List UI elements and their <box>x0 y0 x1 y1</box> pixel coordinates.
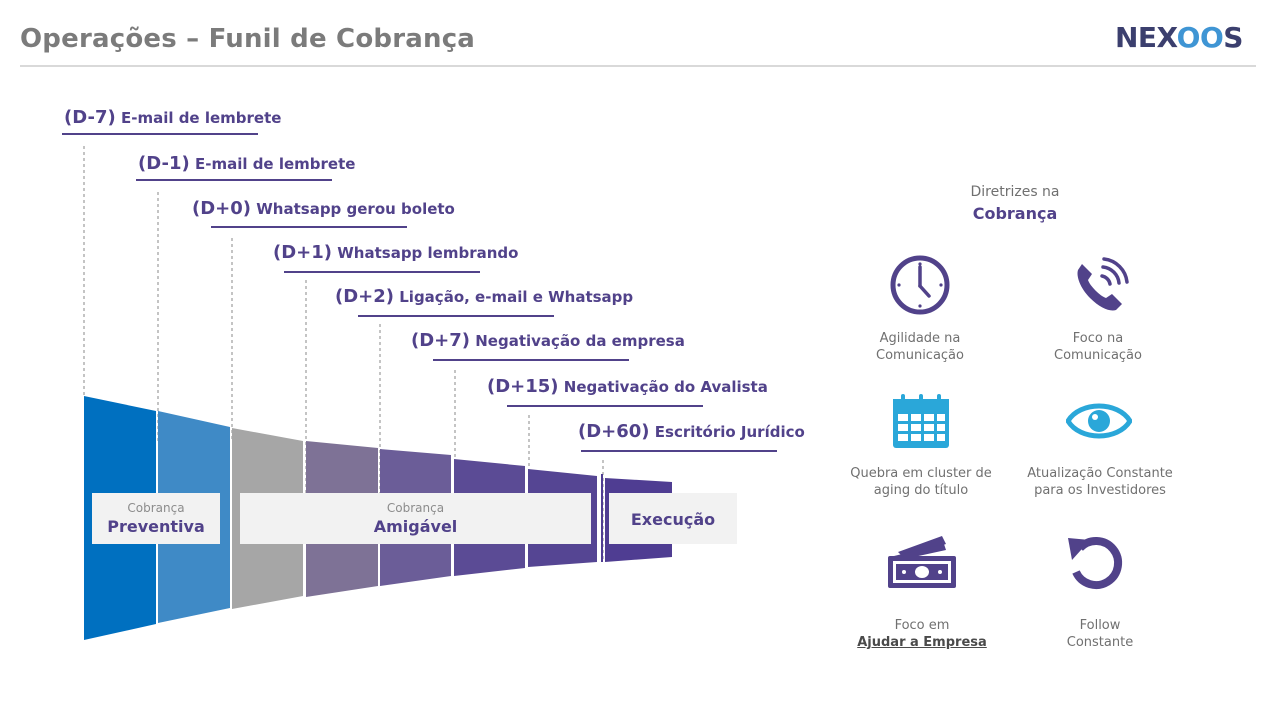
step-rule <box>62 133 258 135</box>
logo-part-a: NEX <box>1115 21 1177 54</box>
step-code: (D+0) <box>192 198 252 219</box>
label-line1: Atualização Constante <box>1027 466 1173 481</box>
logo-part-c: S <box>1223 21 1243 54</box>
funnel-step-8: (D+60) Escritório Jurídico <box>578 421 805 452</box>
nexoos-logo: NEXOOS <box>1115 21 1243 54</box>
phase-big-label: Amigável <box>373 517 458 536</box>
step-label: Whatsapp gerou boleto <box>256 200 455 218</box>
step-rule <box>507 405 703 407</box>
step-code: (D+15) <box>487 376 559 397</box>
funnel-step-2: (D-1) E-mail de lembrete <box>136 153 356 181</box>
label-line2: aging do título <box>873 483 969 498</box>
label-line2: Comunicação <box>876 348 964 363</box>
label-line2: Ajudar a Empresa <box>857 635 987 650</box>
refresh-icon <box>1068 537 1123 589</box>
funnel-step-1: (D-7) E-mail de lembrete <box>62 107 282 135</box>
step-label: Ligação, e-mail e Whatsapp <box>399 288 634 306</box>
phase-amigavel: Cobrança Amigável <box>240 493 591 544</box>
funnel-step-7: (D+15) Negativação do Avalista <box>487 376 768 407</box>
phase-preventiva: Cobrança Preventiva <box>92 493 220 544</box>
diretriz-label-atualizacao: Atualização Constante para os Investidor… <box>1020 465 1180 499</box>
step-label: Negativação da empresa <box>475 332 685 350</box>
funnel-step-6: (D+7) Negativação da empresa <box>411 330 685 361</box>
diretriz-label-agilidade: Agilidade na Comunicação <box>850 330 990 364</box>
phase-execucao: Execução <box>609 493 737 544</box>
step-code: (D+2) <box>335 286 395 307</box>
label-line1: Foco em <box>894 618 950 633</box>
step-rule <box>284 271 480 273</box>
calendar-icon <box>893 394 949 448</box>
step-code: (D+1) <box>273 242 333 263</box>
diretrizes-title: Diretrizes na Cobrança <box>930 184 1100 223</box>
diretriz-label-foco-comunicacao: Foco na Comunicação <box>1028 330 1168 364</box>
step-rule <box>358 315 554 317</box>
money-icon <box>888 536 956 588</box>
label-line2: Constante <box>1066 635 1134 650</box>
title-divider <box>20 65 1256 67</box>
logo-part-b: OO <box>1176 21 1224 54</box>
funnel-segment-8 <box>601 474 603 562</box>
step-rule <box>581 450 777 452</box>
step-label: E-mail de lembrete <box>194 155 356 173</box>
phone-icon <box>1077 257 1129 311</box>
funnel-step-4: (D+1) Whatsapp lembrando <box>273 242 519 273</box>
phase-small-label: Cobrança <box>127 501 185 515</box>
step-label: Negativação do Avalista <box>563 378 768 396</box>
label-line2: para os Investidores <box>1034 483 1166 498</box>
step-label: E-mail de lembrete <box>120 109 282 127</box>
step-rule <box>136 179 332 181</box>
label-line1: Agilidade na <box>879 331 961 346</box>
diretriz-label-quebra-cluster: Quebra em cluster de aging do título <box>845 465 997 499</box>
step-code: (D-1) <box>138 153 190 174</box>
funnel-step-3: (D+0) Whatsapp gerou boleto <box>192 198 455 228</box>
phase-big-label: Preventiva <box>107 517 205 536</box>
label-line1: Foco na <box>1072 331 1124 346</box>
label-line2: Comunicação <box>1054 348 1142 363</box>
diretriz-label-ajudar-empresa: Foco em Ajudar a Empresa <box>852 617 992 651</box>
funnel-step-5: (D+2) Ligação, e-mail e Whatsapp <box>335 286 634 317</box>
page-title: Operações – Funil de Cobrança <box>20 24 476 54</box>
diretrizes-title-line2: Cobrança <box>972 204 1058 223</box>
diretriz-label-follow: Follow Constante <box>1030 617 1170 651</box>
step-code: (D-7) <box>64 107 116 128</box>
phase-big-label: Execução <box>630 510 716 529</box>
diretrizes-title-line1: Diretrizes na <box>970 184 1060 200</box>
phase-small-label: Cobrança <box>386 501 445 515</box>
clock-icon <box>890 255 950 315</box>
eye-icon <box>1066 403 1132 439</box>
step-rule <box>211 226 407 228</box>
step-label: Escritório Jurídico <box>654 423 805 441</box>
step-code: (D+60) <box>578 421 650 442</box>
step-label: Whatsapp lembrando <box>337 244 519 262</box>
step-rule <box>433 359 629 361</box>
label-line1: Follow <box>1079 618 1121 633</box>
step-code: (D+7) <box>411 330 471 351</box>
label-line1: Quebra em cluster de <box>850 466 992 481</box>
